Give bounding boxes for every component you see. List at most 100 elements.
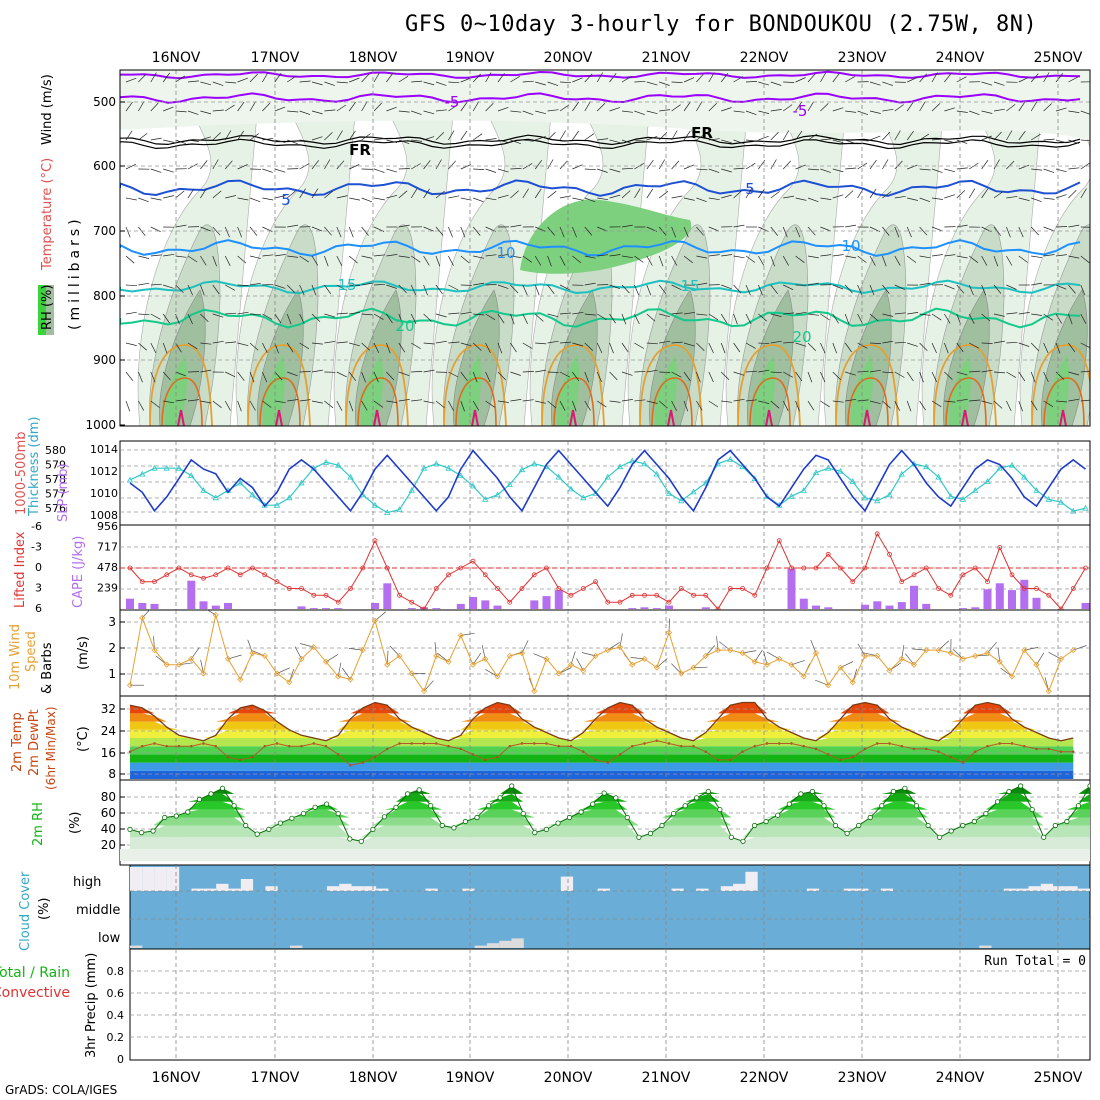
wind-barb (361, 133, 371, 141)
rh-point (994, 799, 1001, 805)
wind-barb-10m (840, 661, 854, 668)
wind-barb (535, 369, 547, 373)
wind-barb (187, 80, 199, 83)
cloud-high-bar (376, 888, 389, 891)
wind-barb (311, 81, 323, 86)
wind-barb (993, 191, 1004, 199)
wind-speed-point (212, 611, 219, 618)
wind-barb (299, 80, 311, 83)
thickness-point (494, 491, 501, 498)
wind-barb (882, 371, 894, 374)
precip-tick-0.8: 0.8 (107, 965, 125, 978)
wind-barb (423, 81, 435, 86)
wind-barb (683, 400, 689, 412)
rh-point (728, 834, 735, 840)
wind-barb (683, 371, 691, 382)
wind-barb-10m (1000, 667, 1013, 677)
wind-barb (299, 255, 309, 263)
wind-barb (336, 130, 343, 141)
wind-barb (373, 72, 380, 83)
wind-barb (1043, 226, 1055, 232)
wind-barb (423, 313, 432, 322)
wind-barb (286, 190, 296, 199)
wind-barb (646, 342, 658, 345)
wind-speed-point (359, 647, 366, 654)
wind-barb (658, 191, 669, 199)
wind-barb (845, 224, 857, 228)
wind-barb (336, 104, 347, 112)
wind-barb (609, 342, 614, 354)
wind-speed-point (812, 649, 820, 657)
wind-barb-10m (952, 648, 964, 660)
wind-barb (1068, 371, 1080, 376)
cloud-low-bar (290, 945, 303, 948)
wind-barb (696, 226, 704, 236)
wind-barb (597, 284, 609, 286)
cape-bar (799, 598, 808, 609)
wind-barb (857, 342, 868, 349)
wind-speed-point (751, 658, 758, 665)
cape-bar (493, 605, 502, 609)
contour-line-hottest (667, 409, 675, 426)
wind-barb (448, 341, 460, 344)
rh-point (196, 796, 202, 803)
wind-barb (163, 168, 174, 173)
wind-barb (262, 400, 272, 408)
wind-barb (807, 342, 817, 351)
thickness-point (237, 479, 244, 486)
wind-barb (770, 255, 775, 267)
wind-barb (448, 312, 460, 315)
wind-barb (349, 77, 360, 83)
wind-barb (696, 101, 703, 112)
lifted-index-point (838, 565, 843, 571)
cloud-high-bar (597, 888, 610, 891)
wind-barb (274, 106, 286, 112)
wind-barb (931, 103, 941, 112)
rh-contour-band (1046, 355, 1070, 426)
rh-point (173, 813, 179, 819)
wind-barb (696, 197, 707, 203)
contour-labels: -5 FR 5 10 15 20 -5 FR 5 10 15 20 (281, 93, 860, 346)
wind-barb (919, 226, 928, 236)
top-date-25nov: 25NOV (1034, 50, 1083, 66)
wind-barb (1031, 282, 1043, 286)
wind-barb (187, 139, 199, 142)
lifted-index-point (605, 599, 611, 605)
wind-barb (175, 190, 185, 199)
contour-line-hottest (177, 409, 185, 426)
wind-barb (187, 313, 193, 325)
wind-barb (138, 313, 150, 316)
thickness-point (347, 473, 354, 480)
cape-bar (812, 605, 820, 609)
wind-barb (1006, 104, 1016, 112)
wind-barb (795, 400, 800, 412)
wind-barb (758, 81, 770, 86)
wind-barb (212, 400, 222, 408)
thickness-point (665, 490, 673, 496)
cape-bar (1020, 579, 1029, 609)
wind-barb (944, 139, 956, 144)
wind-barb (584, 282, 596, 286)
wind-barb (373, 197, 385, 201)
wind-barb (783, 284, 794, 291)
thickness-point (322, 458, 330, 465)
wind-barb-10m (656, 658, 668, 668)
wind-barb (410, 188, 418, 199)
wind-barb (262, 168, 273, 173)
cape-bar (628, 608, 637, 609)
wind-barb-10m (576, 658, 584, 671)
wind-barb (386, 313, 393, 324)
rh-point (219, 785, 226, 791)
cape-bar (640, 607, 649, 609)
wind-barb (324, 284, 332, 295)
wind-barb (869, 400, 881, 405)
wind-barb (411, 139, 423, 142)
wind-barb-10m (987, 642, 997, 654)
wind-barb (485, 138, 497, 141)
wind-barb (448, 195, 460, 199)
wind-barb (125, 163, 137, 170)
wind-barb (1018, 226, 1024, 238)
wind-barb (1031, 197, 1042, 203)
lifted-index-point (384, 565, 390, 571)
wind-barb (1030, 342, 1040, 352)
